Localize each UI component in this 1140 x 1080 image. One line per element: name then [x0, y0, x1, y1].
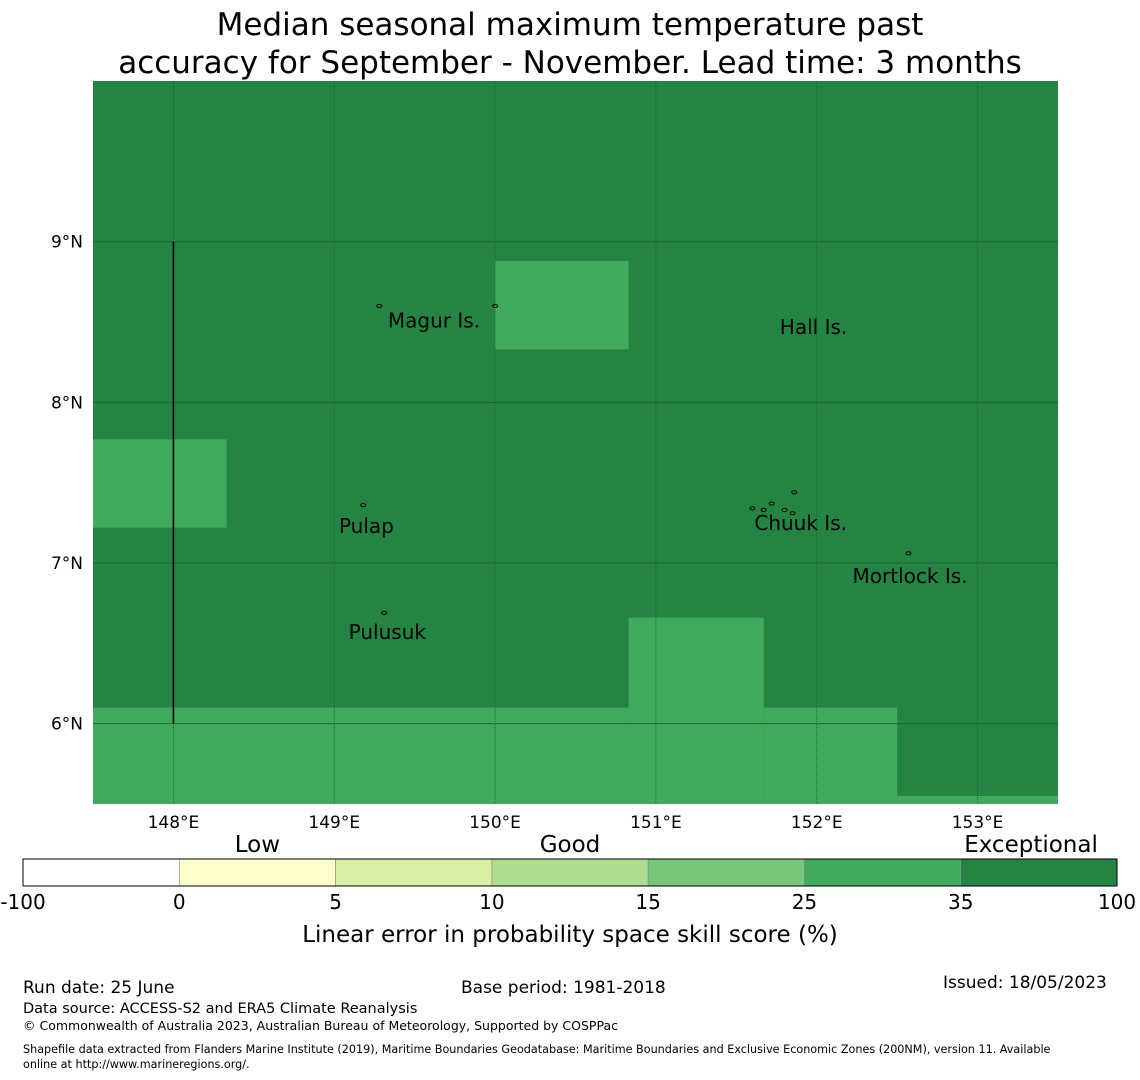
island-outline-2: [381, 610, 388, 615]
map-title-line-2: accuracy for September - November. Lead …: [118, 45, 1022, 81]
lat-tick-label: 9°N: [51, 233, 83, 253]
island-outline-5: [768, 501, 775, 506]
lon-tick-label: 151°E: [630, 813, 682, 833]
island-outline-1: [360, 503, 367, 508]
map-title: Median seasonal maximum temperature past…: [0, 6, 1140, 82]
skill-cell-5: [763, 707, 898, 804]
island-outline-10: [492, 303, 499, 309]
colorbar-legend: -100 0 5 10 15 25 35 100 Low Good Exceptional Linea…: [0, 832, 1136, 948]
colorbar-tick-label: 5: [329, 890, 342, 914]
colorbar-bin-6: [960, 858, 1118, 887]
lon-tick-label: 150°E: [469, 813, 521, 833]
lat-tick-label: 7°N: [51, 554, 83, 574]
map-figure: Magur Is. Hall Is. Pulap Chuuk Is. Mortlock …: [0, 81, 1136, 948]
colorbar-bin-5: [804, 858, 962, 887]
colorbar-frame: [22, 858, 1118, 887]
map-background: [93, 81, 1058, 804]
island-outline-8: [791, 490, 798, 495]
place-label-3: Chuuk Is.: [754, 511, 847, 535]
base-period: Base period: 1981-2018: [461, 978, 666, 998]
colorbar-category-label: Good: [540, 832, 601, 858]
lat-tick-label: 8°N: [51, 393, 83, 413]
run-date: Run date: 25 June: [23, 978, 175, 998]
shapefile-credit-line-2: online at http://www.marineregions.org/.: [23, 1058, 250, 1071]
island-outline-6: [781, 507, 788, 513]
shapefile-credit-line-1: Shapefile data extracted from Flanders M…: [23, 1043, 1051, 1056]
island-outline-0: [376, 303, 383, 309]
colorbar-bin-0: [22, 858, 180, 887]
data-source: Data source: ACCESS-S2 and ERA5 Climate …: [23, 1001, 418, 1017]
island-outline-9: [905, 551, 912, 556]
colorbar-bin-3: [491, 858, 649, 887]
place-label-4: Mortlock Is.: [853, 564, 968, 588]
place-label-2: Pulap: [339, 514, 394, 538]
lon-tick-label: 148°E: [148, 813, 200, 833]
skill-cell-1: [93, 439, 227, 528]
issued-date: Issued: 18/05/2023: [943, 973, 1107, 993]
colorbar-tick-label: 35: [948, 890, 973, 914]
colorbar-bin-4: [647, 858, 805, 887]
colorbar-tick-label: 10: [479, 890, 504, 914]
colorbar-tick-label: -100: [0, 890, 45, 914]
place-label-1: Hall Is.: [780, 315, 847, 339]
colorbar-axis-label: Linear error in probability space skill …: [302, 922, 838, 948]
place-label-0: Magur Is.: [388, 309, 480, 333]
colorbar-tick-label: 25: [792, 890, 817, 914]
colorbar-tick-label: 0: [173, 890, 186, 914]
map-title-line-1: Median seasonal maximum temperature past: [216, 7, 924, 43]
island-outline-4: [760, 507, 767, 513]
skill-cell-4: [628, 707, 764, 804]
colorbar-bin-1: [178, 858, 336, 887]
copyright-notice: © Commonwealth of Australia 2023, Austra…: [23, 1018, 618, 1033]
lat-tick-label: 6°N: [51, 715, 83, 735]
colorbar-category-label: Exceptional: [964, 832, 1098, 858]
skill-cell-0: [495, 260, 629, 350]
colorbar-tick-label: 100: [1098, 890, 1136, 914]
skill-cell-2: [628, 617, 764, 708]
lon-tick-label: 152°E: [791, 813, 843, 833]
colorbar-tick-label: 15: [635, 890, 660, 914]
colorbar-bin-2: [335, 858, 493, 887]
island-outline-3: [749, 506, 756, 511]
lon-tick-label: 153°E: [952, 813, 1004, 833]
place-label-5: Pulusuk: [349, 620, 427, 644]
lon-tick-label: 149°E: [308, 813, 360, 833]
colorbar-category-label: Low: [235, 832, 280, 858]
island-outline-7: [789, 511, 796, 516]
map-plot-area: Magur Is. Hall Is. Pulap Chuuk Is. Mortlock …: [51, 81, 1058, 833]
